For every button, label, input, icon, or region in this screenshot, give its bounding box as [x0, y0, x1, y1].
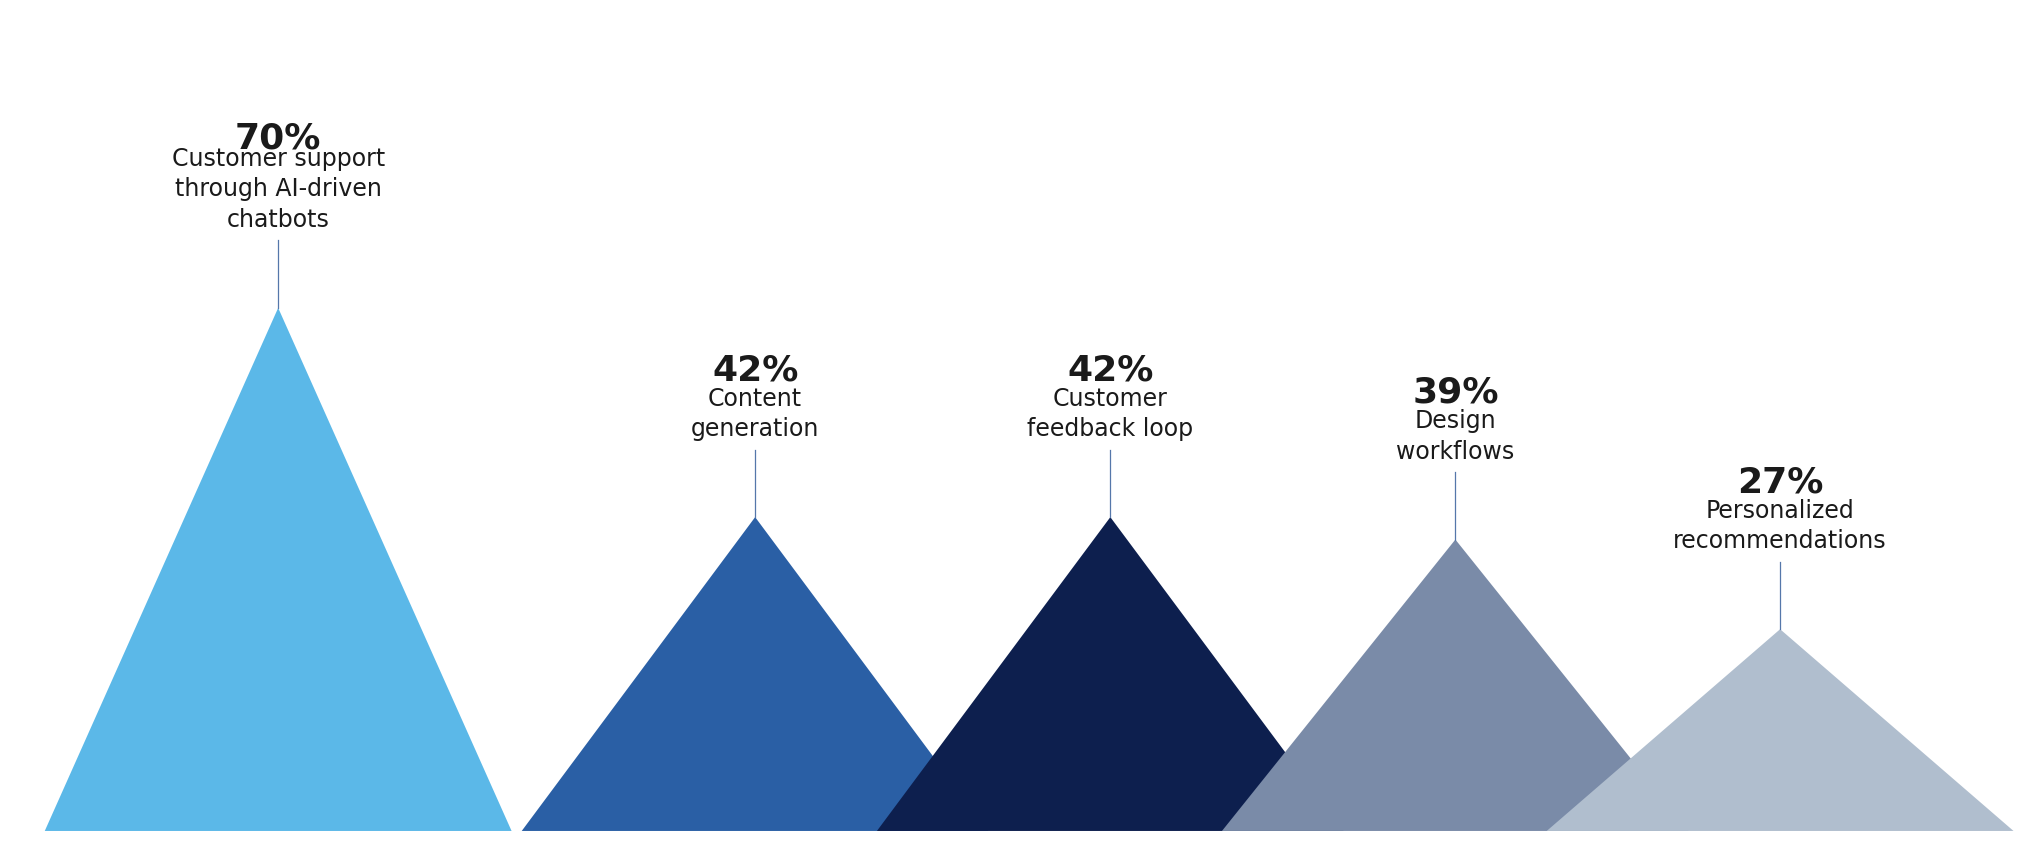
Text: Personalized
recommendations: Personalized recommendations — [1673, 498, 1887, 553]
Text: 39%: 39% — [1412, 376, 1498, 410]
Polygon shape — [1547, 630, 2014, 831]
Text: 42%: 42% — [711, 354, 799, 388]
Text: 42%: 42% — [1068, 354, 1154, 388]
Text: Customer support
through AI-driven
chatbots: Customer support through AI-driven chatb… — [171, 147, 385, 232]
Polygon shape — [876, 517, 1343, 831]
Polygon shape — [45, 308, 512, 831]
Polygon shape — [522, 517, 988, 831]
Polygon shape — [1223, 539, 1690, 831]
Text: Content
generation: Content generation — [691, 387, 819, 441]
Text: 70%: 70% — [234, 121, 322, 155]
Text: Customer
feedback loop: Customer feedback loop — [1027, 387, 1194, 441]
Text: Design
workflows: Design workflows — [1396, 409, 1514, 463]
Text: 27%: 27% — [1736, 465, 1824, 499]
